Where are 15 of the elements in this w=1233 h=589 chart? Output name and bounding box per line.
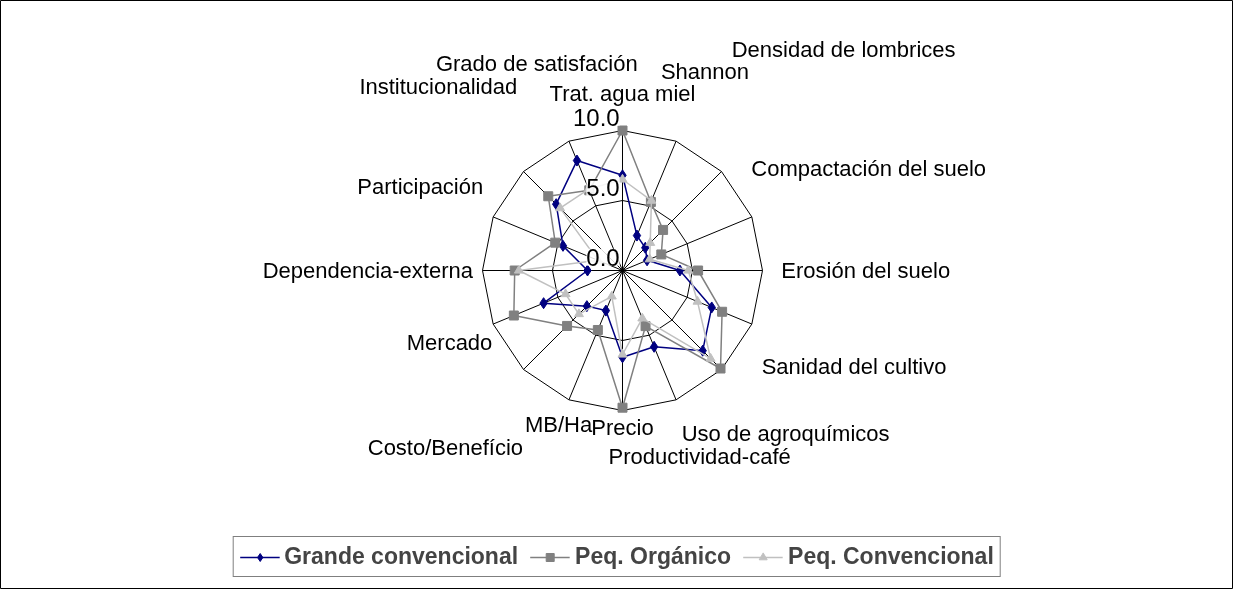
spoke-label: Erosión del suelo (781, 258, 951, 283)
spoke-label: Costo/Benefício (367, 435, 524, 461)
spoke-label: Mercado (406, 329, 493, 355)
legend-label: Grande convencional (284, 543, 519, 570)
spoke-label: MB/Ha (524, 412, 593, 438)
legend-label: Peq. Orgánico (575, 543, 732, 570)
y-tick-label: 5.0 (586, 173, 620, 201)
spoke-label: Uso de agroquímicos (681, 421, 890, 447)
spoke-label: Compactación del suelo (751, 156, 987, 182)
spoke-label: Precio (591, 415, 654, 440)
legend-label: Peq. Convencional (788, 543, 994, 570)
spoke-label: Dependencia-externa (262, 258, 474, 283)
y-tick-label: 0.0 (586, 243, 620, 271)
spoke-label: Sanidad del cultivo (761, 353, 947, 379)
spoke-label: Participación (357, 174, 484, 200)
